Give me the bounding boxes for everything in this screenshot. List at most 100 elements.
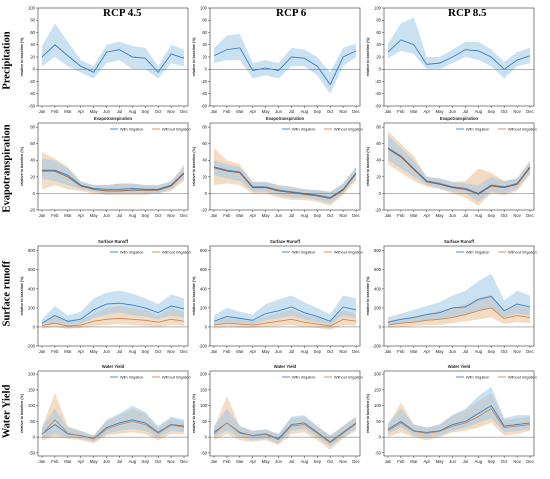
chart-title: Water Yield [448,364,471,369]
x-tick-label: Sep [314,349,322,354]
x-tick-label: Jun [103,349,110,354]
x-tick-label: Nov [513,349,521,354]
y-axis-label: relative to baseline (%) [20,37,24,77]
x-tick-label: Jun [275,349,282,354]
y-tick-label: -200 [27,343,36,348]
x-tick-label: Mar [64,213,72,218]
y-tick-label: -20 [29,207,36,212]
x-tick-label: Jan [211,459,218,464]
x-tick-label: Sep [488,109,496,114]
x-tick-label: Apr [249,213,256,218]
x-tick-label: Apr [77,109,84,114]
x-tick-label: Feb [223,349,231,354]
series-line-without-irrigation [213,167,357,199]
y-tick-label: 150 [28,387,36,392]
y-tick-label: 600 [200,267,208,272]
x-tick-label: Apr [77,213,84,218]
x-tick-label: Jun [103,213,110,218]
x-tick-label: Aug [301,213,309,218]
x-tick-label: Mar [410,459,418,464]
y-tick-label: -20 [201,79,208,84]
x-tick-label: May [90,459,99,464]
chart-title: Surface Runoff [444,239,475,244]
y-tick-label: 0 [205,191,208,196]
x-tick-label: Aug [301,109,309,114]
y-tick-label: 0 [379,67,382,72]
x-tick-label: Nov [167,109,175,114]
plot-frame [383,122,535,211]
y-axis-label: relative to baseline (%) [192,146,196,186]
x-tick-label: Mar [236,349,244,354]
x-tick-label: Oct [501,459,508,464]
series-line-with-irrigation [213,306,357,322]
y-tick-label: 60 [376,141,381,146]
x-tick-label: Nov [339,109,347,114]
x-tick-label: Oct [501,213,508,218]
y-tick-label: 150 [374,387,382,392]
x-tick-label: Feb [51,459,59,464]
chart-panel: Water Yield relative to baseline (%) -50 0 5… [366,364,537,464]
plot-frame [383,370,535,457]
x-tick-label: May [90,109,99,114]
legend-label-with: With Irrigation [466,375,489,379]
x-tick-label: Nov [167,349,175,354]
y-tick-label: 100 [28,5,36,10]
legend-label-with: With Irrigation [466,127,489,131]
y-tick-label: 800 [200,248,208,253]
legend-label-with: With Irrigation [292,375,315,379]
x-tick-label: Aug [129,349,137,354]
chart-panel: Evapotranspiration relative to baseline (… [20,116,191,218]
y-tick-label: 20 [376,54,381,59]
y-tick-label: 80 [202,18,207,23]
x-tick-label: Oct [327,349,334,354]
series-line-with-irrigation [41,44,185,74]
y-tick-label: 0 [205,324,208,329]
x-tick-label: Sep [314,459,322,464]
uncertainty-band [214,160,356,204]
y-tick-label: -20 [201,207,208,212]
y-tick-label: 40 [30,158,35,163]
x-tick-label: Jan [385,213,392,218]
x-tick-label: Jul [117,109,122,114]
x-tick-label: Aug [129,213,137,218]
x-tick-label: Oct [155,459,162,464]
legend-label-with: With Irrigation [120,375,143,379]
column-title-rcp85: RCP 8.5 [448,7,487,19]
series-line-with-irrigation [213,166,357,199]
y-tick-label: 50 [30,419,35,424]
chart-title: Surface Runoff [98,239,129,244]
y-tick-label: 80 [376,18,381,23]
x-tick-label: Jun [275,213,282,218]
x-tick-label: May [262,459,271,464]
x-tick-label: Apr [423,459,430,464]
chart-title: Surface Runoff [270,239,301,244]
x-tick-label: Dec [352,459,359,464]
x-tick-label: Apr [249,459,256,464]
x-tick-label: Jul [289,459,294,464]
x-tick-label: Feb [397,459,405,464]
y-tick-label: 60 [30,141,35,146]
x-tick-label: Mar [410,349,418,354]
x-tick-label: Aug [301,349,309,354]
x-tick-label: Oct [155,109,162,114]
uncertainty-band [388,386,530,438]
x-tick-label: Jul [117,349,122,354]
y-tick-label: 80 [30,18,35,23]
x-tick-label: Apr [77,349,84,354]
series-line-without-irrigation [387,148,531,195]
x-tick-label: Nov [513,109,521,114]
y-tick-label: 20 [202,54,207,59]
x-tick-label: Nov [339,459,347,464]
series-line-without-irrigation [42,170,185,192]
x-tick-label: May [90,213,99,218]
y-axis-label: relative to baseline (%) [366,276,370,316]
x-tick-label: Aug [475,459,483,464]
y-axis-label: relative to baseline (%) [366,37,370,77]
x-tick-label: Dec [180,213,187,218]
x-tick-label: Jul [117,459,122,464]
chart-panel: Surface Runoff relative to baseline (%) -2… [192,239,363,354]
y-tick-label: 200 [28,305,36,310]
y-tick-label: 200 [374,372,382,377]
